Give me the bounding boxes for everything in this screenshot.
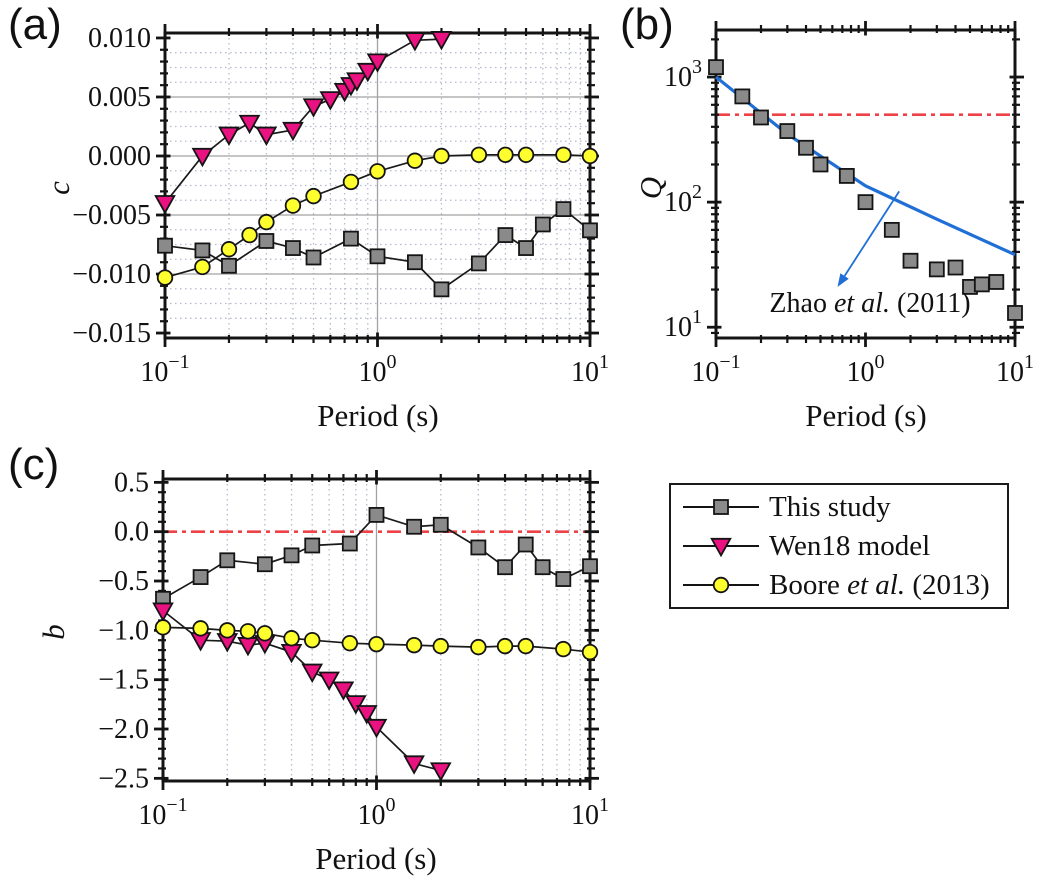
- legend-label: Boore et al. (2013): [769, 568, 990, 601]
- ylabel-a: c: [40, 181, 76, 195]
- annotation-zhao-italic: et al.: [833, 288, 890, 319]
- ytick-label: 0.005: [88, 82, 151, 113]
- xlabel-a: Period (s): [317, 398, 439, 433]
- xlabel-c: Period (s): [315, 841, 437, 876]
- ytick-label: −1.5: [98, 665, 149, 696]
- series-this_study: [157, 201, 598, 298]
- xlabel-b: Period (s): [805, 398, 927, 433]
- zhao-model-line: [715, 75, 1016, 257]
- panel-b: 103 102 101 10−1 100 101: [664, 21, 1034, 388]
- legend-label: This study: [769, 490, 891, 523]
- series-wen18: [152, 602, 452, 782]
- panel-c: 0.5 0.0 −0.5 −1.0 −1.5 −2.0 −2.510−1 100 101: [98, 467, 609, 831]
- ytick-label: 0.000: [88, 141, 151, 172]
- panel-label-b: (b): [620, 0, 674, 49]
- ytick-label: −0.5: [98, 566, 149, 597]
- annotation-zhao-post: (2011): [889, 288, 971, 319]
- ytick-label: 103: [664, 56, 702, 93]
- series-boore: [154, 619, 599, 661]
- annotation-zhao-pre: Zhao: [769, 288, 834, 319]
- legend-item-wen18: Wen18 model: [681, 527, 1007, 566]
- ytick-label: −0.010: [72, 259, 151, 290]
- annotation-zhao: Zhao et al. (2011): [724, 288, 1016, 320]
- ylabel-b: Q: [633, 176, 669, 200]
- series-boore: [156, 146, 599, 286]
- legend-item-this_study: This study: [681, 488, 1007, 527]
- xtick-label: 10−1: [140, 351, 189, 388]
- xtick-label: 10−1: [138, 794, 187, 831]
- xtick-label: 101: [571, 794, 609, 831]
- series-this_study: [708, 59, 1023, 321]
- ytick-label: 102: [664, 181, 702, 218]
- legend-item-boore: Boore et al. (2013): [681, 566, 1007, 605]
- panel-label-a: (a): [8, 0, 62, 49]
- xtick-label: 101: [571, 351, 609, 388]
- ytick-label: −2.5: [98, 763, 149, 794]
- ytick-label: −0.015: [72, 318, 151, 349]
- ytick-label: 0.5: [114, 467, 149, 498]
- xtick-label: 100: [359, 351, 397, 388]
- legend-marker-circle-icon: [683, 576, 759, 594]
- ytick-label: −0.005: [72, 200, 151, 231]
- xtick-label: 10−1: [691, 351, 740, 388]
- ytick-label: −1.0: [98, 615, 149, 646]
- annotation-arrowhead-icon: [837, 273, 849, 287]
- panel-label-c: (c): [8, 440, 60, 489]
- legend: This study Wen18 model Boore et al. (2013): [669, 483, 1009, 609]
- legend-label: Wen18 model: [769, 529, 931, 562]
- legend-marker-square-icon: [683, 499, 759, 515]
- legend-marker-triangle_down-icon: [683, 537, 759, 558]
- series-wen18: [154, 31, 453, 215]
- ytick-label: 0.0: [114, 517, 149, 548]
- ytick-label: 101: [664, 306, 702, 343]
- xtick-label: 100: [358, 794, 396, 831]
- annotation-arrow: [843, 190, 900, 277]
- ylabel-c: b: [35, 624, 71, 640]
- xtick-label: 100: [847, 351, 885, 388]
- ytick-label: 0.010: [88, 23, 151, 54]
- ytick-label: −2.0: [98, 714, 149, 745]
- xtick-label: 101: [996, 351, 1034, 388]
